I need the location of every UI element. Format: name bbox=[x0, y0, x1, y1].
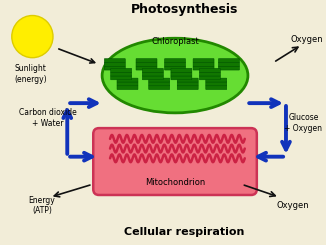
FancyBboxPatch shape bbox=[104, 66, 125, 70]
FancyBboxPatch shape bbox=[218, 62, 239, 66]
FancyBboxPatch shape bbox=[104, 62, 125, 66]
Text: Oxygen: Oxygen bbox=[290, 35, 323, 44]
FancyBboxPatch shape bbox=[165, 59, 185, 62]
FancyBboxPatch shape bbox=[111, 76, 132, 80]
FancyBboxPatch shape bbox=[193, 62, 214, 66]
FancyBboxPatch shape bbox=[149, 82, 170, 86]
Text: Chloroplast: Chloroplast bbox=[151, 37, 199, 46]
FancyBboxPatch shape bbox=[206, 82, 227, 86]
Text: Oxygen: Oxygen bbox=[276, 201, 309, 210]
Text: Sunlight
(energy): Sunlight (energy) bbox=[14, 64, 47, 84]
FancyBboxPatch shape bbox=[142, 72, 163, 76]
Text: Carbon dioxide
+ Water: Carbon dioxide + Water bbox=[19, 108, 77, 128]
FancyBboxPatch shape bbox=[206, 86, 227, 89]
Text: Cellular respiration: Cellular respiration bbox=[124, 227, 245, 237]
FancyBboxPatch shape bbox=[111, 72, 132, 76]
FancyBboxPatch shape bbox=[206, 78, 227, 82]
Text: Mitochondrion: Mitochondrion bbox=[145, 178, 205, 187]
FancyBboxPatch shape bbox=[177, 78, 198, 82]
FancyBboxPatch shape bbox=[177, 82, 198, 86]
Circle shape bbox=[12, 15, 53, 58]
FancyBboxPatch shape bbox=[193, 66, 214, 70]
FancyBboxPatch shape bbox=[177, 86, 198, 89]
FancyBboxPatch shape bbox=[136, 59, 157, 62]
FancyBboxPatch shape bbox=[200, 72, 220, 76]
Ellipse shape bbox=[102, 38, 248, 113]
FancyBboxPatch shape bbox=[218, 59, 239, 62]
Text: Glucose
+ Oxygen: Glucose + Oxygen bbox=[284, 112, 322, 133]
FancyBboxPatch shape bbox=[200, 68, 220, 72]
FancyBboxPatch shape bbox=[193, 59, 214, 62]
FancyBboxPatch shape bbox=[93, 128, 257, 195]
FancyBboxPatch shape bbox=[111, 68, 132, 72]
FancyBboxPatch shape bbox=[142, 76, 163, 80]
Text: Photosynthesis: Photosynthesis bbox=[131, 2, 238, 15]
FancyBboxPatch shape bbox=[136, 66, 157, 70]
FancyBboxPatch shape bbox=[171, 76, 192, 80]
FancyBboxPatch shape bbox=[171, 68, 192, 72]
FancyBboxPatch shape bbox=[200, 76, 220, 80]
FancyBboxPatch shape bbox=[142, 68, 163, 72]
FancyBboxPatch shape bbox=[165, 66, 185, 70]
FancyBboxPatch shape bbox=[165, 62, 185, 66]
FancyBboxPatch shape bbox=[104, 59, 125, 62]
FancyBboxPatch shape bbox=[117, 86, 138, 89]
FancyBboxPatch shape bbox=[171, 72, 192, 76]
FancyBboxPatch shape bbox=[218, 66, 239, 70]
FancyBboxPatch shape bbox=[149, 86, 170, 89]
FancyBboxPatch shape bbox=[149, 78, 170, 82]
FancyBboxPatch shape bbox=[117, 82, 138, 86]
FancyBboxPatch shape bbox=[117, 78, 138, 82]
Text: Energy
(ATP): Energy (ATP) bbox=[29, 196, 55, 215]
FancyBboxPatch shape bbox=[136, 62, 157, 66]
